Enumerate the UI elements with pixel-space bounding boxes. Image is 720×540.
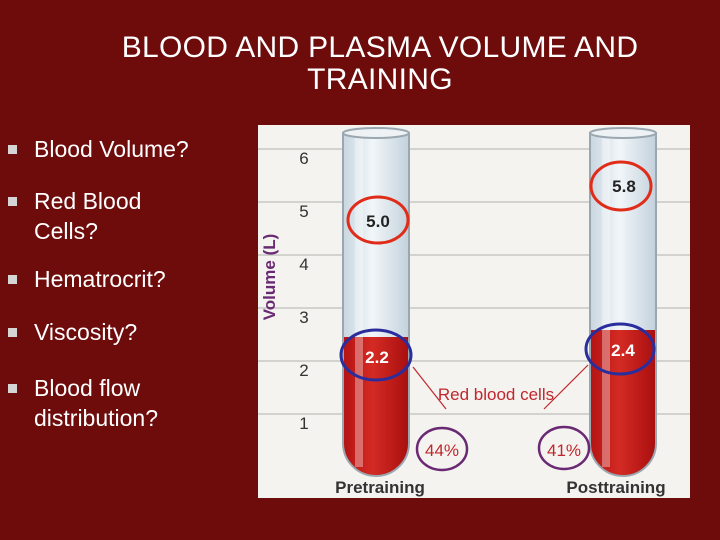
highlight-circle-total-post — [589, 160, 653, 212]
highlight-circle-pct-post — [537, 425, 591, 471]
blood-volume-figure: 6 5 4 3 2 1 Volume (L) — [258, 125, 690, 498]
red-cell-fill — [343, 337, 409, 476]
bullet-square-icon — [8, 197, 17, 206]
tick-label-4: 4 — [299, 255, 308, 274]
bullet-text: Red Blood — [34, 188, 142, 214]
bullet-square-icon — [8, 145, 17, 154]
slide-title-line1: BLOOD AND PLASMA VOLUME AND — [121, 31, 639, 64]
slide-title: BLOOD AND PLASMA VOLUME AND TRAINING — [40, 32, 720, 96]
tube-posttraining — [589, 127, 657, 477]
hematocrit-pretraining: 44% — [425, 441, 459, 460]
bullet-red-blood-cells: Red Blood Cells? — [8, 186, 224, 246]
label-posttraining: Posttraining — [566, 478, 665, 497]
tick-label-6: 6 — [299, 149, 308, 168]
bullet-text: Blood flow — [34, 375, 141, 401]
total-volume-pretraining: 5.0 — [366, 212, 390, 231]
tick-label-2: 2 — [299, 361, 308, 380]
bullet-text: Hematrocrit? — [34, 266, 166, 292]
total-volume-posttraining: 5.8 — [612, 177, 636, 196]
bullet-square-icon — [8, 275, 17, 284]
bullet-square-icon — [8, 384, 17, 393]
bullet-text-line2: Cells? — [34, 218, 98, 244]
rbc-volume-posttraining: 2.4 — [611, 341, 635, 360]
red-cell-fill — [590, 330, 656, 476]
y-axis-label: Volume (L) — [260, 234, 279, 321]
highlight-circle-pct-pre — [415, 426, 469, 472]
slide-title-line2: TRAINING — [307, 63, 453, 96]
highlight-circle-rbc-post — [584, 322, 656, 376]
rbc-volume-pretraining: 2.2 — [365, 348, 389, 367]
bullet-blood-flow: Blood flow distribution? — [8, 373, 224, 433]
bullet-blood-volume: Blood Volume? — [8, 134, 224, 164]
tick-label-1: 1 — [299, 414, 308, 433]
bullet-hematocrit: Hematrocrit? — [8, 264, 224, 294]
highlight-circle-total-pre — [346, 195, 410, 245]
tube-illustration: 6 5 4 3 2 1 Volume (L) — [258, 127, 690, 497]
bullet-square-icon — [8, 328, 17, 337]
bullet-text: Viscosity? — [34, 319, 138, 345]
tick-label-3: 3 — [299, 308, 308, 327]
tick-label-5: 5 — [299, 202, 308, 221]
bullet-text: Blood Volume? — [34, 136, 189, 162]
rbc-label: Red blood cells — [438, 385, 554, 404]
bullet-list: Blood Volume? Red Blood Cells? Hematrocr… — [0, 0, 260, 540]
bullet-text-line2: distribution? — [34, 405, 159, 431]
highlight-circle-rbc-pre — [339, 328, 413, 382]
label-pretraining: Pretraining — [335, 478, 425, 497]
bullet-viscosity: Viscosity? — [8, 317, 224, 347]
hematocrit-posttraining: 41% — [547, 441, 581, 460]
tube-pretraining — [342, 127, 410, 477]
